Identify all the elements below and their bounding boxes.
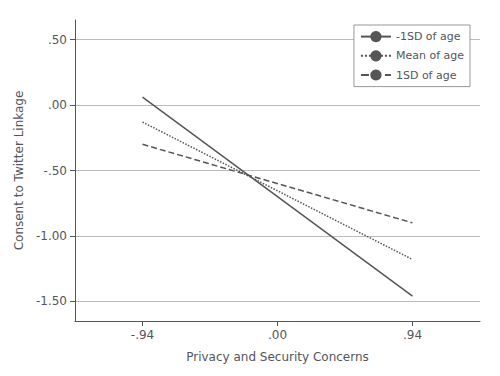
svg-text:-1SD of age: -1SD of age [396, 30, 461, 43]
svg-text:.00: .00 [48, 98, 67, 112]
svg-text:Privacy and Security Concerns: Privacy and Security Concerns [186, 350, 369, 364]
svg-text:.00: .00 [268, 328, 287, 342]
svg-text:-.94: -.94 [131, 328, 154, 342]
svg-text:-1.00: -1.00 [36, 229, 67, 243]
svg-text:1SD of age: 1SD of age [396, 69, 457, 82]
svg-text:.50: .50 [48, 33, 67, 47]
svg-text:-.50: -.50 [44, 164, 67, 178]
svg-text:.94: .94 [403, 328, 422, 342]
svg-text:-1.50: -1.50 [36, 294, 67, 308]
svg-text:Mean of age: Mean of age [396, 49, 464, 62]
svg-text:Consent to Twitter Linkage: Consent to Twitter Linkage [12, 91, 26, 251]
